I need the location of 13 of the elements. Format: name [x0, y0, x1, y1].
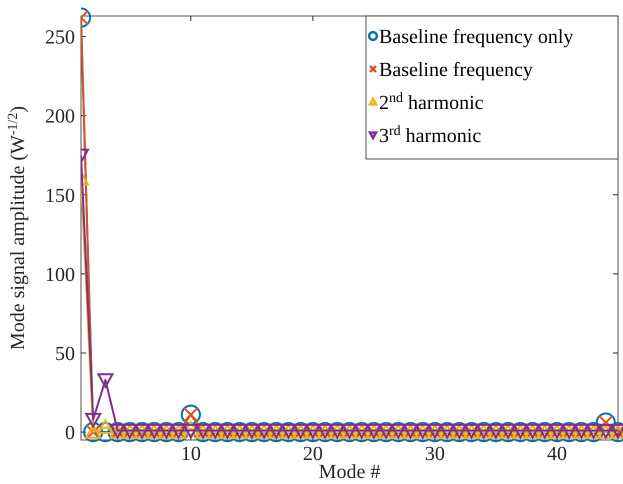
y-tick-label: 100: [45, 264, 75, 286]
legend-label: 2$^{nd}$ harmonic: [379, 90, 484, 114]
legend-label: Baseline frequency: [379, 59, 533, 81]
legend-label: 3$^{rd}$ harmonic: [379, 124, 482, 147]
x-tick-label: 40: [546, 443, 567, 465]
legend-label: Baseline frequency only: [379, 26, 574, 48]
y-tick-label: 0: [65, 422, 75, 444]
y-tick-label: 150: [45, 184, 75, 207]
y-tick-label: 250: [45, 26, 75, 49]
x-tick-label: 10: [180, 443, 201, 465]
y-tick-label: 50: [55, 342, 75, 365]
y-tick-label: 200: [45, 106, 75, 128]
x-tick-label: 30: [424, 443, 445, 465]
